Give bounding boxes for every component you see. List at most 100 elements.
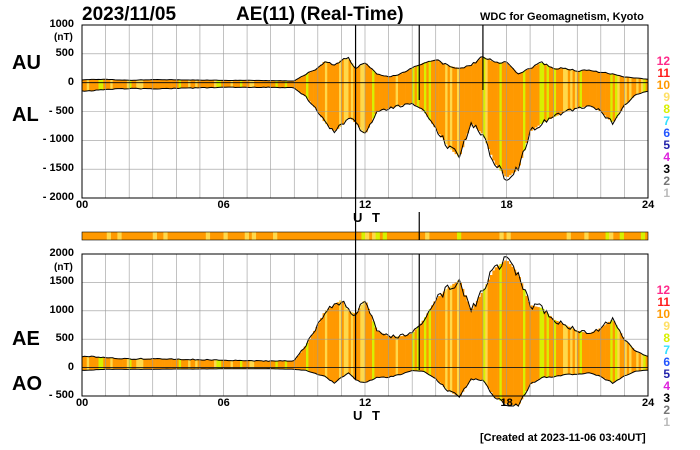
- area-strip: [240, 80, 243, 88]
- area-strip: [574, 70, 578, 109]
- y-tick-label: - 500: [48, 104, 74, 117]
- area-strip: [159, 358, 163, 370]
- legend-level: 9: [663, 319, 670, 333]
- area-strip: [107, 357, 111, 370]
- area-strip: [405, 334, 408, 373]
- plot-border: [81, 24, 649, 199]
- legend-level: 2: [663, 403, 670, 417]
- area-strip: [171, 79, 175, 89]
- area-strip: [506, 63, 510, 177]
- area-strip: [197, 80, 201, 88]
- area-strip: [497, 62, 500, 168]
- area-strip: [501, 262, 505, 403]
- area-strip: [640, 353, 644, 371]
- area-strip: [603, 72, 606, 115]
- area-strip: [629, 77, 632, 100]
- area-strip: [327, 62, 330, 127]
- area-strip: [558, 68, 562, 115]
- area-strip: [242, 360, 246, 369]
- area-strip: [240, 360, 243, 369]
- area-strip: [480, 57, 484, 134]
- area-strip: [148, 358, 151, 370]
- area-strip: [317, 322, 321, 375]
- area-strip: [258, 80, 262, 88]
- area-strip: [631, 77, 635, 98]
- area-strip: [225, 80, 229, 88]
- area-strip: [508, 263, 512, 405]
- area-strip: [640, 78, 644, 93]
- area-strip: [199, 80, 203, 88]
- area-strip: [251, 360, 255, 369]
- area-strip: [263, 80, 267, 88]
- area-strip: [612, 74, 616, 122]
- area-strip: [395, 336, 399, 376]
- area-strip: [584, 332, 587, 374]
- area-strip: [544, 311, 547, 378]
- area-strip: [131, 80, 135, 89]
- area-strip: [190, 359, 194, 370]
- area-strip: [294, 359, 297, 370]
- area-strip: [287, 80, 290, 88]
- area-strip: [468, 307, 472, 381]
- area-strip: [209, 359, 213, 369]
- area-strip: [346, 308, 349, 374]
- area-strip: [294, 80, 297, 89]
- legend-level: 11: [657, 295, 670, 309]
- legend-level: 1: [663, 415, 670, 429]
- area-strip: [485, 284, 488, 386]
- area-strip: [622, 76, 625, 108]
- area-strip: [591, 331, 595, 374]
- area-strip: [598, 328, 602, 377]
- legend-level: 12: [656, 283, 670, 297]
- area-strip: [636, 78, 639, 94]
- area-strip: [504, 260, 507, 404]
- area-strip: [216, 360, 220, 369]
- area-strip: [214, 80, 217, 88]
- area-strip: [398, 74, 401, 107]
- area-strip: [343, 305, 347, 376]
- area-strip: [407, 334, 411, 372]
- area-strip: [100, 79, 104, 90]
- ao-label: AO: [12, 373, 42, 395]
- area-strip: [185, 359, 189, 370]
- area-strip: [527, 68, 531, 136]
- area-strip: [438, 61, 441, 134]
- area-strip: [596, 71, 599, 110]
- area-strip: [301, 349, 304, 371]
- area-strip: [275, 80, 279, 88]
- activity-bar-segment: [205, 232, 211, 240]
- area-strip: [155, 358, 158, 370]
- area-strip: [310, 334, 314, 373]
- area-strip: [473, 304, 477, 380]
- area-strip: [225, 360, 229, 369]
- area-strip: [221, 360, 224, 369]
- area-strip: [622, 337, 625, 377]
- area-strip: [530, 305, 533, 384]
- area-strip: [556, 321, 559, 377]
- area-strip: [548, 315, 552, 378]
- activity-bar-segment: [584, 232, 589, 240]
- area-strip: [638, 353, 642, 371]
- area-strip: [626, 342, 630, 375]
- area-strip: [192, 80, 196, 88]
- area-strip: [586, 333, 590, 373]
- area-strip: [296, 356, 300, 370]
- area-strip: [96, 79, 99, 91]
- area-strip: [565, 325, 569, 375]
- area-strip: [261, 360, 264, 369]
- area-strip: [489, 275, 493, 393]
- activity-bar-segment: [106, 232, 112, 240]
- area-strip: [626, 77, 630, 103]
- area-strip: [140, 79, 144, 89]
- area-strip: [157, 79, 161, 89]
- area-strip: [119, 358, 123, 370]
- area-strip: [614, 325, 618, 381]
- area-strip: [298, 352, 302, 370]
- area-strip: [412, 332, 415, 371]
- activity-bar-segment: [223, 232, 228, 240]
- area-strip: [600, 72, 604, 113]
- area-strip: [563, 324, 566, 375]
- area-strip: [357, 308, 361, 382]
- area-strip: [327, 308, 330, 380]
- area-strip: [407, 69, 411, 104]
